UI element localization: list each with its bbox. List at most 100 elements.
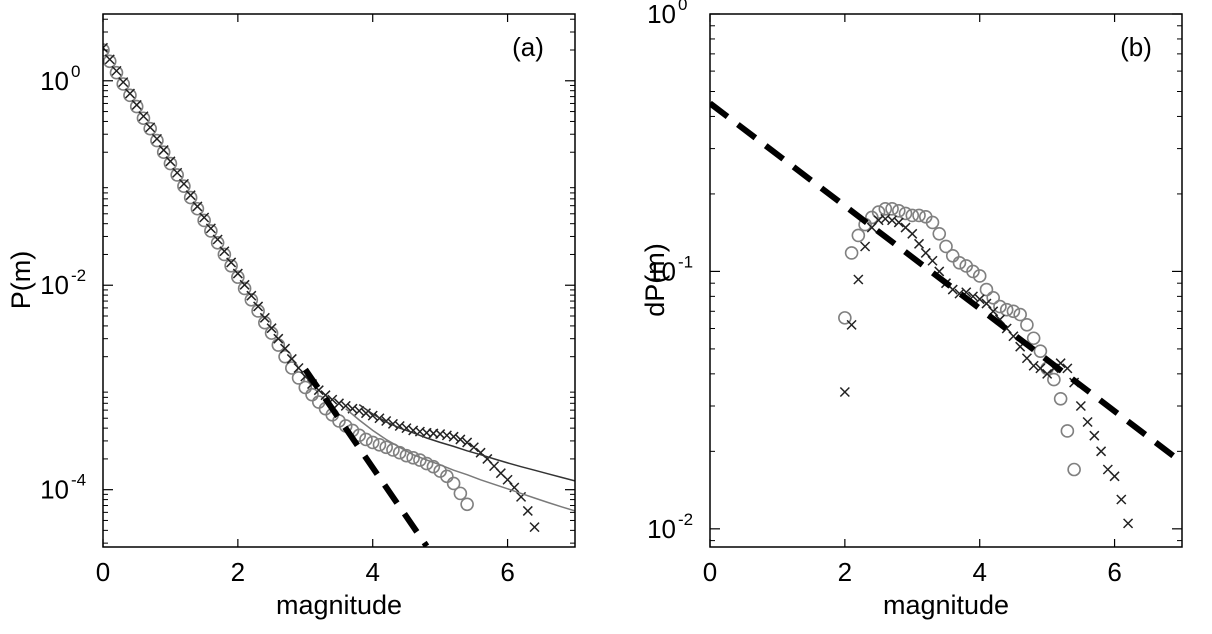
panel-b-circle-point-6: [878, 202, 893, 216]
panel-a-cross-point-36: [340, 400, 351, 411]
panel-a-circle-point-12: [177, 179, 191, 194]
panel-a-cross-point-54: [462, 437, 473, 448]
panel-a-circle-point-23: [251, 304, 265, 318]
panel-b-circle-point-20: [972, 269, 987, 283]
panel-b-cross-point-33: [1062, 363, 1073, 374]
panel-b-x-tick-label-3: 6: [1107, 557, 1121, 587]
panel-b-circle-point-27: [1020, 318, 1034, 332]
panel-a-cross-point-9: [158, 145, 169, 156]
panel-a-data-layer: [103, 42, 575, 547]
panel-a-x-axis-title: magnitude: [276, 590, 402, 620]
panel-b-cross-point-38: [1096, 446, 1107, 457]
panel-b-circle-point-0: [838, 311, 852, 325]
panel-b-cross-point-0: [839, 386, 850, 398]
panel-b-plot-frame: [709, 13, 1183, 548]
panel-b-circle-point-5: [871, 205, 886, 219]
panel-b-cross-point-13: [927, 255, 938, 266]
panel-a-cross-point-8: [151, 133, 162, 144]
panel-a-cross-point-14: [192, 201, 203, 212]
panel-b-circle-point-11: [912, 208, 926, 223]
panel-b-circle-point-8: [891, 203, 906, 218]
panel-b-cross-point-1: [846, 319, 857, 330]
panel-b-circle-point-29: [1033, 344, 1048, 358]
panel-b-circle-point-31: [1047, 372, 1061, 387]
panel-b-cross-point-41: [1116, 494, 1127, 505]
panel-a-cross-point-19: [226, 257, 237, 268]
panel-b-circle-point-25: [1006, 304, 1021, 319]
panel-a-circle-point-45: [399, 448, 414, 463]
panel-a-cross-point-16: [205, 223, 216, 234]
panel-b-data-layer: [710, 100, 1182, 529]
panel-a-circle-point-22: [244, 293, 259, 307]
panel-b-y-axis-title: dP(m): [640, 243, 670, 317]
panel-b-circle-point-17: [952, 256, 967, 270]
panel-a-cross-point-28: [286, 353, 297, 364]
panel-b-circle-point-14: [932, 227, 947, 241]
panel-a-cross-point-0: [103, 42, 109, 53]
panel-a-cross-point-27: [280, 343, 291, 354]
panel-b-circle-point-10: [905, 208, 920, 223]
panel-b-cross-point-11: [913, 238, 925, 249]
panel-a-cross-point-55: [468, 442, 479, 453]
panel-b-circle-point-19: [966, 264, 980, 279]
panel-a-circle-point-13: [183, 190, 198, 205]
panel-a-cross-point-23: [253, 301, 264, 312]
panel-a-circle-point-41: [372, 437, 387, 452]
panel-a-circle-point-15: [197, 213, 211, 228]
panel-b-tag: (b): [1120, 32, 1152, 62]
panel-b-circle-point-32: [1053, 391, 1068, 406]
panel-b-cross-point-8: [893, 217, 904, 228]
panel-b-x-tick-label-2: 4: [972, 557, 986, 587]
panel-b-circle-point-7: [885, 202, 899, 216]
panel-b-circle-point-21: [979, 282, 994, 297]
panel-b-x-axis-title: magnitude: [883, 590, 1009, 620]
panel-a-x-tick-label-2: 4: [365, 557, 379, 587]
panel-b-cross-point-29: [1035, 363, 1046, 374]
panel-a-cross-point-21: [239, 279, 250, 290]
panel-b-cross-point-3: [860, 241, 871, 252]
panel-b-cross-point-37: [1089, 430, 1100, 441]
panel-a-cross-point-17: [212, 234, 223, 245]
panel-a-circle-point-48: [419, 456, 434, 471]
panel-a-cross-point-15: [199, 212, 210, 223]
panel-a-circle-point-54: [460, 497, 474, 512]
panel-a-circle-point-16: [204, 224, 218, 238]
panel-a-circle-point-7: [143, 121, 157, 136]
panel-a-cross-point-53: [455, 434, 466, 445]
panel-a-plot-frame: [102, 13, 576, 548]
panel-b-y-tick-exp-1: -1: [678, 252, 693, 271]
panel-a-y-tick-exp-1: -2: [71, 266, 86, 285]
panel-a-circle-point-8: [150, 133, 164, 148]
panel-a-cross-point-18: [219, 246, 230, 257]
panel-a-series-4-dashed-fit-line: [302, 367, 430, 547]
panel-a-cross-point-52: [448, 431, 459, 442]
panel-b-y-tick-label-1: 10: [647, 256, 676, 286]
panel-a-circle-point-24: [258, 315, 272, 330]
panel-a-circle-point-51: [440, 469, 454, 484]
panel-a-cross-point-4: [124, 88, 136, 99]
panel-b-circle-point-16: [945, 248, 960, 263]
panel-b-cross-point-7: [887, 215, 898, 226]
panel-b-cross-point-10: [907, 228, 918, 239]
panel-a-cross-point-11: [172, 167, 183, 178]
panel-a-circle-point-9: [156, 145, 171, 160]
panel-b-circle-point-28: [1026, 331, 1041, 346]
panel-a-circle-point-18: [217, 247, 232, 262]
panel-b-circle-point-2: [851, 228, 866, 243]
panel-a-cross-point-25: [266, 323, 277, 334]
panel-b-circle-point-34: [1067, 462, 1081, 477]
panel-b-circle-point-33: [1060, 424, 1075, 438]
panel-b-cross-point-2: [853, 274, 864, 285]
panel-a-circle-point-10: [163, 156, 178, 171]
panel-a-circle-point-31: [305, 387, 319, 402]
panel-b-circle-point-9: [898, 206, 913, 221]
panel-a-circle-point-19: [224, 258, 238, 273]
panel-a-circle-point-42: [379, 440, 394, 455]
panel-a-circle-point-27: [278, 349, 292, 364]
panel-b-circle-point-13: [925, 215, 940, 230]
panel-a-circle-point-30: [298, 380, 313, 395]
panel-a-circle-point-49: [426, 459, 441, 474]
